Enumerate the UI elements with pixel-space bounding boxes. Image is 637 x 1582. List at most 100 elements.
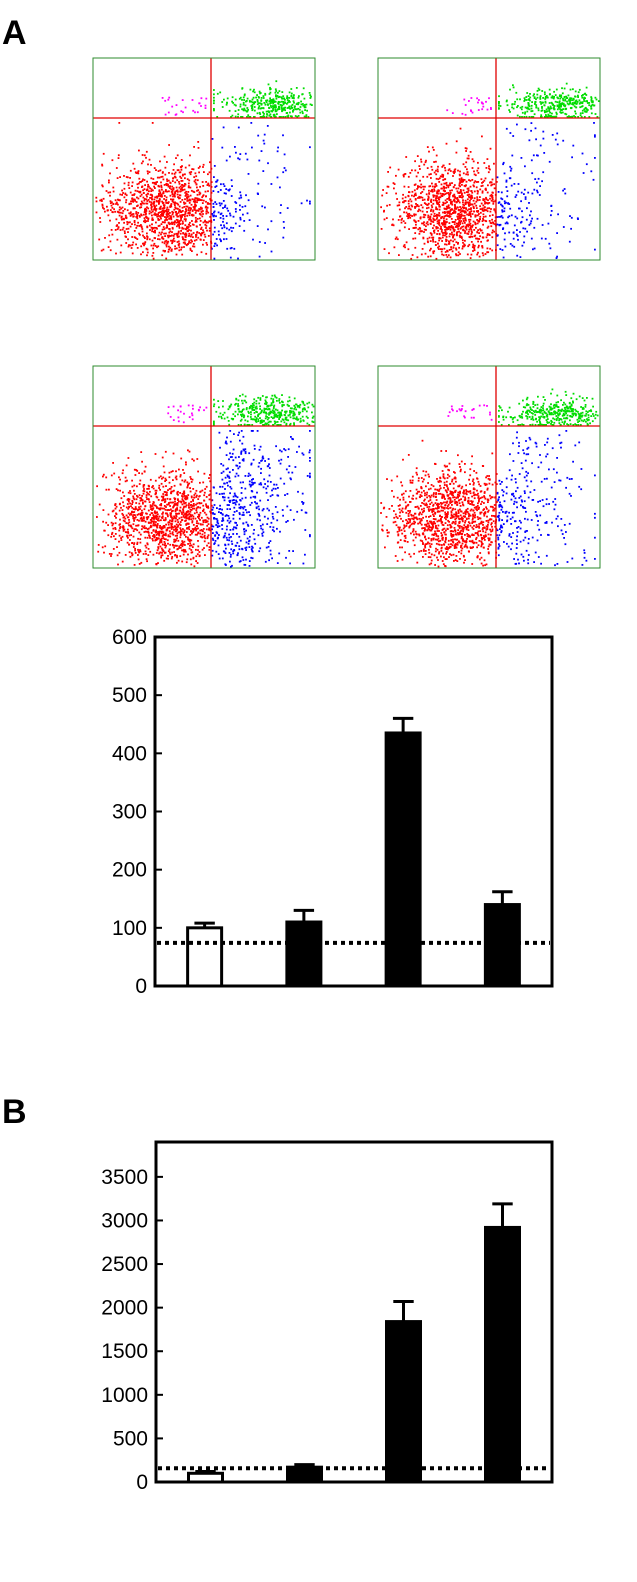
flow-dot xyxy=(108,179,110,182)
flow-dot xyxy=(401,217,403,220)
flow-dot xyxy=(198,217,201,220)
flow-dot xyxy=(471,195,473,198)
flow-dot xyxy=(410,200,413,203)
flow-dot xyxy=(250,501,253,504)
flow-dot xyxy=(578,88,581,91)
flow-dot xyxy=(144,219,146,222)
flow-dot xyxy=(200,226,203,229)
flow-dot xyxy=(152,535,154,537)
flow-dot xyxy=(109,240,112,243)
flow-dot xyxy=(170,191,173,193)
flow-dot xyxy=(464,232,466,234)
flow-dot xyxy=(205,224,208,227)
flow-dot xyxy=(491,249,494,252)
flow-dot xyxy=(154,229,156,232)
flow-dot xyxy=(298,108,301,111)
flow-dot xyxy=(571,103,574,106)
flow-dot xyxy=(565,113,568,116)
flow-dot xyxy=(153,205,155,207)
flow-dot xyxy=(562,139,565,142)
flow-dot xyxy=(231,100,233,103)
flow-dot xyxy=(157,543,160,546)
flow-dot xyxy=(160,214,163,217)
flow-dot xyxy=(171,180,174,182)
flow-dot xyxy=(539,144,542,147)
flow-dot xyxy=(413,213,416,216)
flow-dot xyxy=(487,225,490,228)
flow-dot xyxy=(193,205,196,208)
flow-dot xyxy=(447,228,450,230)
flow-dot xyxy=(178,227,181,229)
flow-dot xyxy=(449,189,451,192)
flow-dot xyxy=(132,508,135,510)
flow-dot xyxy=(536,189,538,192)
flow-dot xyxy=(472,184,475,187)
flow-dot xyxy=(249,485,252,488)
flow-dot xyxy=(243,93,246,96)
flow-dot xyxy=(185,234,187,237)
flow-dot xyxy=(475,200,478,203)
flow-dot xyxy=(223,224,225,227)
flow-dot xyxy=(182,189,184,191)
flow-dot xyxy=(195,509,198,512)
flow-dot xyxy=(446,109,449,112)
flow-dot xyxy=(509,165,512,168)
flow-dot xyxy=(177,525,179,528)
flow-dot xyxy=(421,199,424,201)
flow-dot xyxy=(156,549,159,552)
flow-dot xyxy=(570,227,572,230)
flow-dot xyxy=(117,198,119,201)
flow-dot xyxy=(188,240,191,243)
flow-dot xyxy=(199,233,202,235)
flow-dot xyxy=(228,536,231,539)
flow-dot xyxy=(301,110,304,113)
flow-dot xyxy=(166,224,168,227)
flow-dot xyxy=(549,107,552,110)
flow-dot xyxy=(464,104,467,106)
flow-dot xyxy=(187,223,190,226)
flow-dot xyxy=(167,208,170,211)
flow-dot xyxy=(421,248,424,250)
flow-dot xyxy=(178,224,180,226)
flow-dot xyxy=(403,200,406,202)
flow-dot xyxy=(219,204,222,207)
flow-dot xyxy=(237,434,240,436)
flow-dot xyxy=(159,191,162,194)
flow-dot xyxy=(265,110,268,113)
flow-dot xyxy=(436,199,438,202)
flow-dot xyxy=(250,556,253,559)
flow-dot xyxy=(237,157,239,160)
flow-dot xyxy=(155,521,157,523)
flow-dot xyxy=(184,166,187,169)
flow-dot xyxy=(523,116,526,118)
flow-dot xyxy=(431,188,434,191)
flow-dot xyxy=(563,96,566,99)
flow-dot xyxy=(169,206,172,208)
flow-dot xyxy=(465,161,468,164)
flow-dot xyxy=(509,132,512,134)
flow-dot xyxy=(593,104,595,107)
flow-dot xyxy=(187,196,189,198)
flow-dot xyxy=(403,226,406,229)
flow-dot xyxy=(443,247,446,250)
flow-dot xyxy=(133,528,136,531)
flow-dot xyxy=(162,178,165,181)
flow-dot xyxy=(181,186,183,189)
flow-dot xyxy=(177,499,179,501)
flow-dot xyxy=(228,521,231,524)
flow-dot xyxy=(189,186,192,189)
flow-dot xyxy=(209,529,212,532)
flow-dot xyxy=(196,197,199,200)
flow-dot xyxy=(228,500,231,502)
flow-dot xyxy=(453,229,456,231)
flow-dot xyxy=(121,189,123,192)
flow-dot xyxy=(168,481,171,484)
flow-dot xyxy=(123,196,126,199)
flow-dot xyxy=(278,105,280,108)
flow-dot xyxy=(165,183,167,186)
flow-dot xyxy=(221,520,223,522)
flow-dot xyxy=(578,102,581,105)
flow-dot xyxy=(176,554,178,557)
flow-dot xyxy=(501,198,504,201)
flow-dot xyxy=(414,206,416,208)
